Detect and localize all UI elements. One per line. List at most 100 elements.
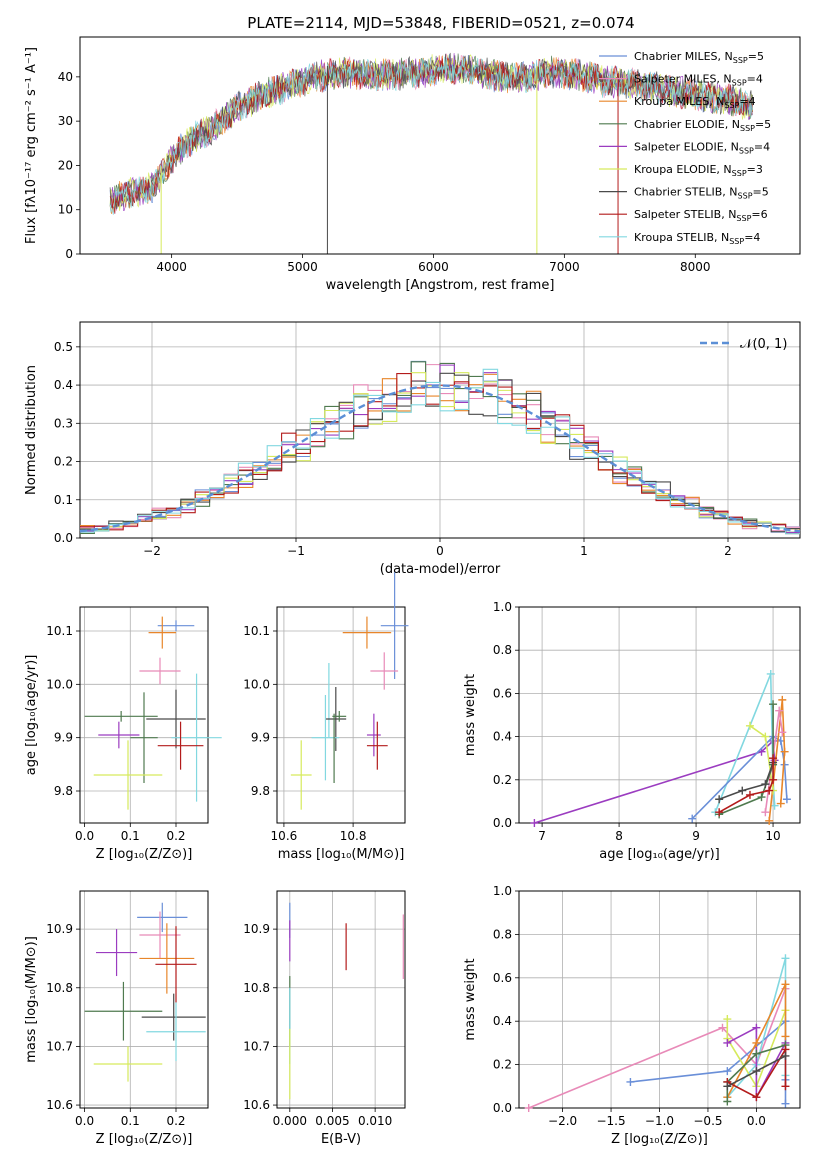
series-point	[769, 775, 778, 784]
series-point	[781, 1099, 790, 1108]
mass-weight-series	[524, 954, 790, 1112]
y-tick-label: 10.0	[46, 677, 73, 691]
series-point	[738, 786, 747, 795]
error-bar-points	[84, 902, 206, 1082]
series-point	[715, 795, 724, 804]
plot-frame	[276, 606, 406, 824]
legend-label: Salpeter ELODIE, NSSP=4	[634, 140, 770, 155]
y-tick-label: 10.9	[243, 922, 270, 936]
series-point	[723, 1067, 732, 1076]
series-point	[688, 814, 697, 823]
y-tick-label: 10.9	[46, 922, 73, 936]
series-point	[765, 786, 774, 795]
y-tick-label: 0.4	[493, 730, 512, 744]
x-tick-label: 10	[765, 829, 780, 843]
y-tick-label: 0.6	[493, 686, 512, 700]
x-tick-label: 8000	[680, 260, 711, 274]
metallicity-mass-panel: 0.0 0.1 0.2 10.6 10.7 10.8 10.9 Z [log₁₀(Z/Z⊙)]…	[24, 890, 209, 1147]
series-point	[757, 793, 766, 802]
series-line	[726, 983, 787, 1098]
series-line	[714, 673, 776, 813]
x-tick-label: 5000	[287, 260, 318, 274]
spectrum-panel: 4000 5000 6000 7000 8000 0 10 20 30 40 wavelength …	[24, 36, 801, 293]
series-point	[718, 1023, 727, 1032]
y-tick-label: 0.0	[54, 531, 73, 545]
x-tick-label: 0.000	[273, 1114, 307, 1128]
x-axis-label: mass [log₁₀(M/M⊙)]	[278, 847, 405, 862]
x-axis-label: Z [log₁₀(Z/Z⊙)]	[96, 847, 193, 862]
y-tick-label: 10.1	[243, 624, 270, 638]
legend-label: 𝒩(0, 1)	[740, 337, 787, 352]
series-point	[775, 706, 784, 715]
error-bar-points	[289, 902, 404, 1100]
y-tick-label: 0.2	[54, 455, 73, 469]
plot-frame	[79, 36, 801, 255]
x-axis-label: Z [log₁₀(Z/Z⊙)]	[96, 1132, 193, 1147]
y-tick-label: 40	[58, 70, 73, 84]
y-tick-label: 10	[58, 203, 73, 217]
series-point	[781, 1032, 790, 1041]
y-axis-label: Normed distribution	[24, 365, 39, 495]
metallicity-massweight-panel: −2.0 −1.5 −1.0 −0.5 0.0 0.0 0.2 0.4 0.6 0.8 1.0 Z […	[463, 884, 801, 1147]
metallicity-age-panel: 0.0 0.1 0.2 9.8 9.9 10.0 10.1 Z [log₁₀(Z/Z⊙)] ag…	[24, 606, 222, 862]
x-tick-label: 0.1	[121, 829, 140, 843]
x-axis-label: wavelength [Angstrom, rest frame]	[326, 278, 555, 293]
y-axis-label: age [log₁₀(age/yr)]	[24, 655, 39, 776]
y-tick-label: 0.2	[493, 1058, 512, 1072]
x-tick-label: −1	[287, 544, 305, 558]
series-point	[752, 1093, 761, 1102]
y-tick-label: 9.9	[251, 731, 270, 745]
x-tick-label: 8	[615, 829, 623, 843]
series-point	[781, 954, 790, 963]
y-tick-label: 0.2	[493, 773, 512, 787]
x-tick-label: 9	[692, 829, 700, 843]
y-tick-label: 9.8	[251, 784, 270, 798]
series-line	[726, 1010, 787, 1089]
spectrum-legend: Chabrier MILES, NSSP=5 Salpeter MILES, NS…	[599, 50, 771, 246]
series-point	[780, 747, 789, 756]
y-axis-label: Flux [fλ10⁻¹⁷ erg cm⁻² s⁻¹ A⁻¹]	[24, 47, 39, 244]
error-bar-points	[290, 572, 409, 810]
series-point	[745, 721, 754, 730]
y-tick-label: 10.7	[46, 1039, 73, 1053]
series-point	[752, 1038, 761, 1047]
series-point	[761, 780, 770, 789]
series-point	[778, 728, 787, 737]
y-tick-label: 0.8	[493, 927, 512, 941]
y-tick-label: 10.0	[243, 677, 270, 691]
series-point	[782, 795, 791, 804]
x-tick-label: −2	[143, 544, 161, 558]
plot-frame	[79, 321, 801, 539]
legend-label: Salpeter MILES, NSSP=4	[634, 73, 763, 88]
plot-frame	[79, 606, 209, 824]
x-tick-label: −1.5	[596, 1114, 625, 1128]
series-line	[726, 1044, 786, 1102]
series-point	[524, 1104, 533, 1112]
y-tick-label: 10.1	[46, 624, 73, 638]
series-point	[752, 1067, 761, 1076]
series-point	[765, 816, 774, 825]
series-point	[766, 669, 775, 678]
y-axis-label: mass weight	[463, 674, 478, 756]
series-point	[723, 1015, 732, 1024]
series-point	[723, 1097, 732, 1106]
error-bar-points	[84, 616, 222, 810]
series-point	[745, 790, 754, 799]
series-line	[726, 1046, 787, 1099]
x-tick-label: −2.0	[548, 1114, 577, 1128]
series-point	[778, 695, 787, 704]
y-tick-label: 10.8	[46, 981, 73, 995]
extinction-mass-panel: 0.000 0.005 0.010 10.6 10.7 10.8 10.9 E(B-V)	[243, 890, 406, 1147]
legend-label: Salpeter STELIB, NSSP=6	[634, 208, 768, 223]
y-tick-label: 9.9	[54, 731, 73, 745]
x-tick-label: 0.010	[358, 1114, 392, 1128]
series-point	[770, 801, 779, 810]
legend-label: Kroupa ELODIE, NSSP=3	[634, 163, 763, 178]
plot-frame	[276, 890, 406, 1109]
series-point	[769, 700, 778, 709]
x-axis-label: age [log₁₀(age/yr)]	[599, 847, 720, 862]
series-point	[769, 754, 778, 763]
plot-frame	[79, 890, 209, 1109]
x-tick-label: 0.0	[75, 829, 94, 843]
age-massweight-panel: 7 8 9 10 0.0 0.2 0.4 0.6 0.8 1.0 age [log₁₀(age/yr…	[463, 600, 801, 862]
